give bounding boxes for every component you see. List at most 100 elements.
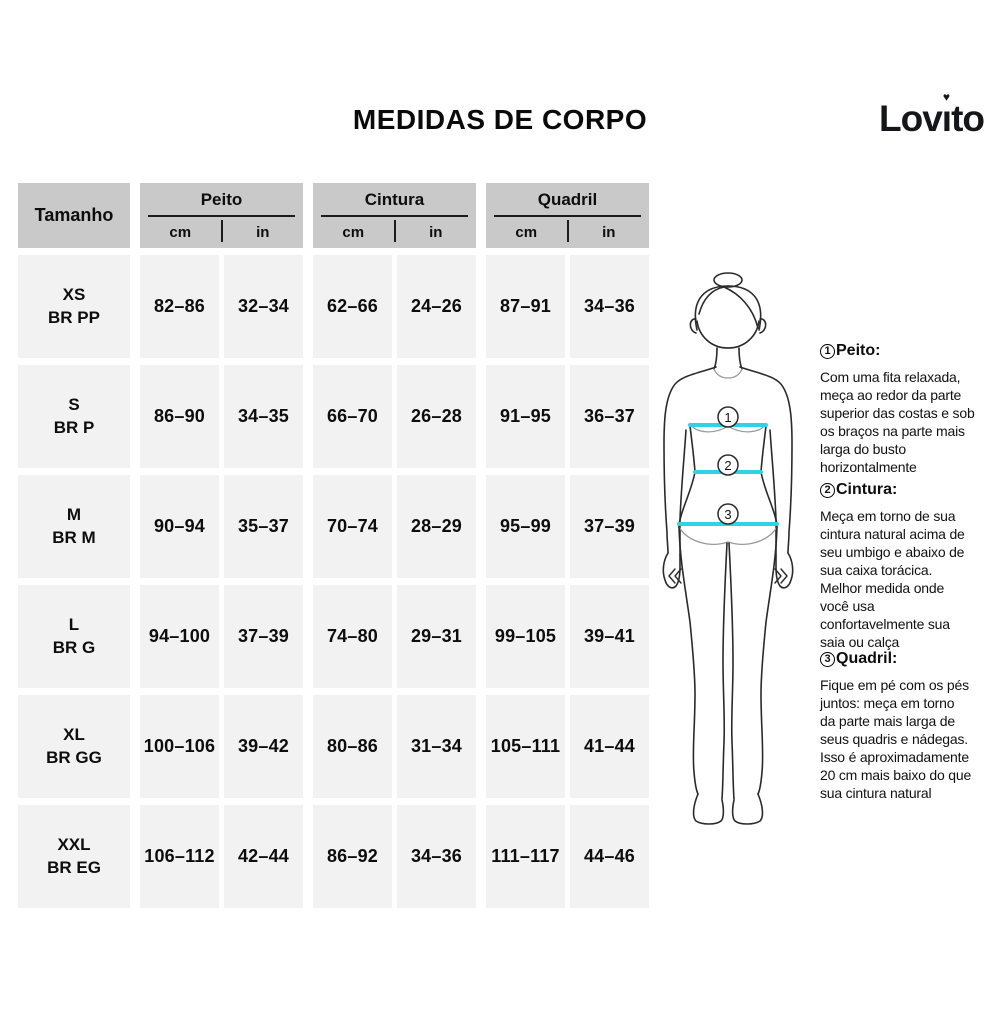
measurement-cell: 99–105 — [486, 585, 565, 688]
measurement-cell: 70–74 — [313, 475, 392, 578]
neck — [713, 347, 718, 370]
table-row: 62–66 24–26 — [313, 255, 476, 358]
size-label-m: M BR M — [18, 475, 130, 578]
table-row: 87–91 34–36 — [486, 255, 649, 358]
measurement-cell: 86–92 — [313, 805, 392, 908]
brand-dotless-i: ı — [941, 98, 952, 139]
unit-cm: cm — [169, 223, 192, 241]
table-row: 100–106 39–42 — [140, 695, 303, 798]
inner-arm — [679, 429, 687, 556]
marker-number-1: 1 — [724, 410, 731, 425]
finger-chevron — [674, 568, 682, 584]
measurement-cell: 34–36 — [570, 255, 649, 358]
size-label-s: S BR P — [18, 365, 130, 468]
unit-row: cm in — [140, 217, 303, 248]
measurement-cell: 82–86 — [140, 255, 219, 358]
measurement-cell: 32–34 — [224, 255, 303, 358]
header-rule — [494, 214, 641, 217]
group-title: Quadril — [537, 190, 598, 209]
table-row: 86–90 34–35 — [140, 365, 303, 468]
measurement-cell: 86–90 — [140, 365, 219, 468]
table-row: 99–105 39–41 — [486, 585, 649, 688]
note-peito: 1 Peito: Com uma fita relaxada, meça ao r… — [820, 342, 998, 476]
hair-fringe — [723, 286, 759, 329]
table-row: 106–112 42–44 — [140, 805, 303, 908]
table-row: 70–74 28–29 — [313, 475, 476, 578]
table-row: 80–86 31–34 — [313, 695, 476, 798]
ear — [689, 318, 697, 334]
hand — [662, 552, 681, 589]
collar — [713, 368, 729, 379]
measurement-cell: 106–112 — [140, 805, 219, 908]
measurement-cell: 34–36 — [397, 805, 476, 908]
measurement-cell: 42–44 — [224, 805, 303, 908]
note-title: Peito: — [836, 342, 881, 359]
unit-in: in — [602, 223, 616, 241]
marker-circle-3 — [717, 503, 739, 525]
table-row: 90–94 35–37 — [140, 475, 303, 578]
note-heading: 2 Cintura: — [820, 481, 998, 499]
shoulder-arm — [663, 366, 717, 554]
unit-divider — [393, 220, 396, 243]
note-heading: 1 Peito: — [820, 342, 998, 360]
measurement-cell: 26–28 — [397, 365, 476, 468]
hip-curve — [678, 526, 729, 545]
measurement-cell: 74–80 — [313, 585, 392, 688]
outer-leg — [678, 526, 699, 795]
measurement-cell: 87–91 — [486, 255, 565, 358]
unit-in: in — [256, 223, 270, 241]
column-header-peito: Peito cm in — [140, 183, 303, 248]
unit-row: cm in — [486, 217, 649, 248]
measurement-cell: 100–106 — [140, 695, 219, 798]
note-body: Com uma fita relaxada, meça ao redor da … — [820, 369, 975, 475]
header-rule — [321, 214, 468, 217]
measurement-cell: 41–44 — [570, 695, 649, 798]
inner-leg — [721, 542, 728, 800]
page-title: MEDIDAS DE CORPO — [352, 104, 648, 135]
heart-icon: ♥ — [942, 90, 950, 104]
measurement-cell: 37–39 — [570, 475, 649, 578]
measurement-cell: 39–42 — [224, 695, 303, 798]
measurement-cell: 24–26 — [397, 255, 476, 358]
header-rule — [148, 214, 295, 217]
marker-circle-2 — [717, 454, 739, 476]
unit-row: cm in — [313, 217, 476, 248]
table-row: 82–86 32–34 — [140, 255, 303, 358]
size-column: Tamanho XS BR PP S BR P M BR M L BR G XL… — [18, 183, 130, 908]
unit-cm: cm — [515, 223, 538, 241]
brand-logo: Lov ♥ ıto — [879, 91, 985, 140]
measurement-cell: 36–37 — [570, 365, 649, 468]
circled-number: 1 — [820, 344, 835, 359]
marker-number-2: 2 — [724, 458, 731, 473]
measurement-cell: 34–35 — [224, 365, 303, 468]
marker-circle-1 — [717, 406, 739, 428]
measurement-cell: 35–37 — [224, 475, 303, 578]
body-figure: 1 2 3 — [662, 272, 794, 825]
size-label-xxl: XXL BR EG — [18, 805, 130, 908]
brand-letter-i: ♥ ı — [941, 91, 952, 140]
measurement-cell: 39–41 — [570, 585, 649, 688]
note-heading: 3 Quadril: — [820, 650, 998, 668]
note-title: Quadril: — [836, 650, 898, 667]
measurement-cell: 28–29 — [397, 475, 476, 578]
foot — [692, 793, 725, 825]
circled-number: 3 — [820, 652, 835, 667]
group-peito: Peito cm in 82–86 32–34 86–90 34–35 90–94 3… — [140, 183, 303, 908]
note-cintura: 2 Cintura: Meça em torno de sua cintura n… — [820, 481, 998, 651]
measurement-cell: 66–70 — [313, 365, 392, 468]
hair-bun — [713, 272, 743, 288]
hair-fringe — [698, 286, 725, 315]
unit-divider — [220, 220, 223, 243]
table-row: 105–111 41–44 — [486, 695, 649, 798]
size-label-xs: XS BR PP — [18, 255, 130, 358]
measurement-cell: 105–111 — [486, 695, 565, 798]
note-body: Fique em pé com os pés juntos: meça em t… — [820, 677, 972, 801]
note-quadril: 3 Quadril: Fique em pé com os pés juntos:… — [820, 650, 998, 802]
measurement-cell: 90–94 — [140, 475, 219, 578]
table-row: 66–70 26–28 — [313, 365, 476, 468]
brand-text-pre: Lov — [879, 98, 943, 139]
table-row: 86–92 34–36 — [313, 805, 476, 908]
measurement-cell: 94–100 — [140, 585, 219, 688]
measurement-cell: 91–95 — [486, 365, 565, 468]
measurement-cell: 80–86 — [313, 695, 392, 798]
